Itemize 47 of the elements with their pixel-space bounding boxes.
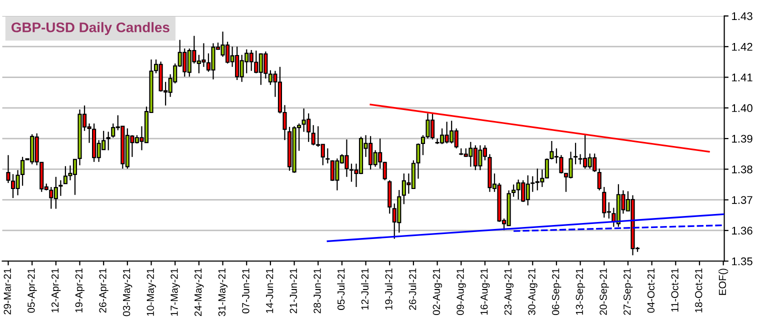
x-tick-label: 07-Jun-21 bbox=[242, 268, 250, 314]
candlestick bbox=[326, 148, 330, 164]
x-tick-label: 26-Apr-21 bbox=[99, 268, 108, 313]
x-tick-label: 12-Jul-21 bbox=[361, 268, 369, 310]
x-tick-label: 19-Jul-21 bbox=[384, 268, 392, 310]
x-tick-label: 04-Oct-21 bbox=[647, 268, 655, 313]
x-tick-label: 24-May-21 bbox=[194, 268, 204, 316]
x-tick-label: 14-Jun-21 bbox=[266, 268, 274, 313]
x-tick-label: 09-Aug-21 bbox=[456, 268, 466, 316]
x-tick-label: 30-Aug-21 bbox=[528, 268, 538, 316]
y-tick-label: 1.41 bbox=[732, 74, 752, 82]
x-tick-label: 31-May-21 bbox=[218, 268, 228, 316]
x-tick-label: 05-Jul-21 bbox=[337, 268, 345, 310]
x-tick-label: 18-Oct-21 bbox=[695, 268, 702, 312]
y-tick-label: 1.43 bbox=[732, 12, 752, 20]
y-tick-label: 1.36 bbox=[732, 226, 752, 235]
x-tick-label: 12-Apr-21 bbox=[51, 268, 61, 312]
x-tick-label: 21-Jun-21 bbox=[290, 268, 297, 314]
x-tick-label: 28-Jun-21 bbox=[314, 268, 321, 314]
x-tick-label: 23-Aug-21 bbox=[504, 268, 514, 315]
candlestick bbox=[106, 131, 110, 151]
x-tick-label: 13-Sep-21 bbox=[576, 268, 586, 315]
x-tick-label: EOF() bbox=[718, 268, 728, 295]
x-tick-label: 11-Oct-21 bbox=[671, 268, 678, 312]
y-tick-label: 1.39 bbox=[732, 134, 752, 143]
x-tick-label: 19-Apr-21 bbox=[75, 268, 84, 312]
x-tick-label: 05-Apr-21 bbox=[28, 268, 37, 313]
x-tick-label: 03-May-21 bbox=[122, 268, 132, 316]
x-tick-label: 16-Aug-21 bbox=[480, 268, 490, 315]
x-tick-label: 27-Sep-21 bbox=[624, 268, 633, 315]
y-tick-label: 1.42 bbox=[732, 42, 752, 51]
x-tick-label: 02-Aug-21 bbox=[432, 268, 442, 316]
x-tick-label: 29-Mar-21 bbox=[4, 268, 11, 314]
x-tick-label: 26-Jul-21 bbox=[408, 268, 416, 310]
chart-title: GBP-USD Daily Candles bbox=[12, 22, 170, 36]
candlestick bbox=[597, 168, 602, 191]
candlestick bbox=[20, 156, 25, 186]
x-tick-label: 06-Sep-21 bbox=[552, 268, 562, 316]
x-tick-label: 10-May-21 bbox=[146, 268, 156, 316]
y-tick-label: 1.35 bbox=[732, 257, 752, 266]
y-tick-label: 1.37 bbox=[732, 196, 752, 204]
candlestick bbox=[574, 142, 578, 165]
x-tick-label: 17-May-21 bbox=[170, 268, 180, 316]
y-tick-label: 1.40 bbox=[732, 104, 752, 112]
x-tick-label: 20-Sep-21 bbox=[600, 268, 609, 315]
candlestick bbox=[58, 180, 63, 196]
y-tick-label: 1.38 bbox=[732, 165, 752, 174]
